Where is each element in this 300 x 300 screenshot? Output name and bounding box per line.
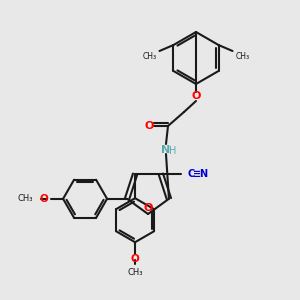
Text: O: O	[191, 91, 201, 101]
Text: CH₃: CH₃	[18, 194, 33, 203]
Text: O: O	[144, 121, 154, 131]
Text: CH₃: CH₃	[142, 52, 157, 61]
Text: N: N	[161, 145, 171, 155]
Text: H: H	[169, 146, 177, 156]
Text: O: O	[143, 203, 153, 213]
Text: C: C	[187, 169, 195, 179]
Text: CH₃: CH₃	[127, 268, 143, 277]
Text: O: O	[39, 194, 48, 204]
Text: O: O	[131, 254, 140, 264]
Text: ≡: ≡	[193, 169, 201, 179]
Text: CH₃: CH₃	[236, 52, 250, 61]
Text: N: N	[199, 169, 207, 179]
